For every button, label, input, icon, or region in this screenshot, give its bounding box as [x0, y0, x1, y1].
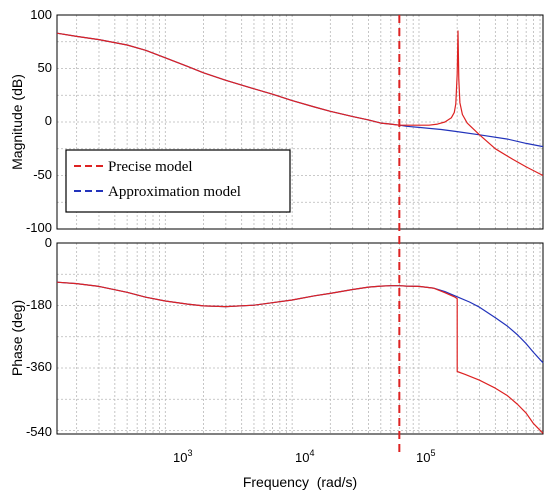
- mag-tick-label: -100: [26, 220, 52, 235]
- mag-tick-label: 0: [45, 113, 52, 128]
- phase-axes-frame: [56, 242, 544, 435]
- magnitude-y-ticks: 100 50 0 -50 -100: [26, 7, 52, 235]
- legend: Precise model Approximation model: [65, 149, 291, 213]
- approximation-model-line-magnitude: [56, 32, 544, 148]
- legend-label-precise: Precise model: [108, 159, 193, 175]
- phase-tick-label: -360: [26, 359, 52, 374]
- x-tick-label: 104: [295, 448, 314, 465]
- frequency-axis-label: Frequency (rad/s): [243, 474, 357, 490]
- precise-model-line-magnitude: [56, 30, 544, 177]
- phase-tick-label: -180: [26, 297, 52, 312]
- magnitude-axes-frame: [56, 14, 544, 230]
- phase-tick-label: -540: [26, 424, 52, 439]
- mag-tick-label: 100: [30, 7, 52, 22]
- legend-label-approximation: Approximation model: [108, 184, 241, 200]
- plot-series: [56, 30, 544, 434]
- mag-tick-label: -50: [33, 167, 52, 182]
- legend-box: [65, 149, 291, 213]
- approximation-model-line-phase: [56, 281, 544, 364]
- grid-lines: [57, 15, 543, 434]
- x-tick-label: 103: [173, 448, 192, 465]
- phase-y-ticks: 0 -180 -360 -540: [26, 235, 52, 439]
- phase-axis-label: Phase (deg): [9, 300, 25, 376]
- x-ticks: 103 104 105: [173, 448, 435, 465]
- magnitude-axis-label: Magnitude (dB): [9, 74, 25, 170]
- precise-model-line-phase: [56, 281, 544, 434]
- x-tick-label: 105: [416, 448, 435, 465]
- phase-tick-label: 0: [45, 235, 52, 250]
- mag-tick-label: 50: [38, 60, 52, 75]
